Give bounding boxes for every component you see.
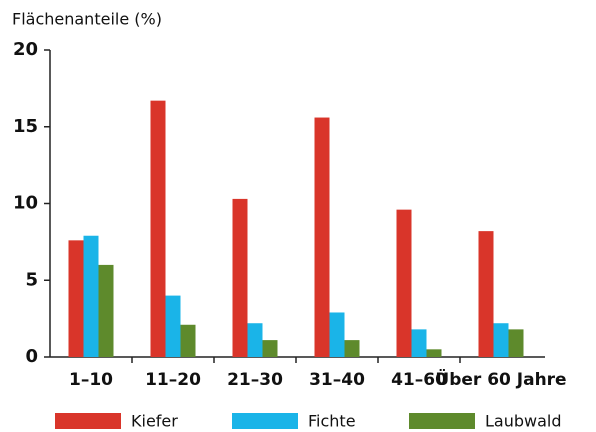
bar bbox=[396, 209, 412, 357]
y-tick-label: 15 bbox=[13, 116, 38, 137]
bar bbox=[83, 235, 99, 357]
bar bbox=[150, 100, 166, 357]
bar bbox=[180, 324, 196, 357]
bar bbox=[508, 329, 524, 357]
y-tick-label: 0 bbox=[25, 346, 38, 367]
bar bbox=[478, 231, 494, 357]
legend-swatch bbox=[55, 413, 121, 429]
y-tick-label: 20 bbox=[13, 39, 38, 60]
bar bbox=[411, 329, 427, 357]
bar bbox=[247, 323, 263, 357]
bar bbox=[329, 312, 345, 357]
x-tick-label: 41–60 bbox=[391, 370, 447, 390]
x-tick-label: 11–20 bbox=[145, 370, 201, 390]
bar bbox=[232, 198, 248, 357]
legend-label: Fichte bbox=[308, 412, 356, 431]
x-tick-label: 31–40 bbox=[309, 370, 365, 390]
y-tick-label: 5 bbox=[25, 269, 38, 290]
legend-label: Laubwald bbox=[485, 412, 562, 431]
bar bbox=[344, 340, 360, 357]
legend-swatch bbox=[232, 413, 298, 429]
bar bbox=[493, 323, 509, 357]
bar bbox=[98, 264, 114, 357]
bar bbox=[314, 117, 330, 357]
x-tick-label: 1–10 bbox=[69, 370, 113, 390]
x-tick-label: 21–30 bbox=[227, 370, 283, 390]
x-tick-label: Über 60 Jahre bbox=[435, 368, 566, 390]
bar bbox=[165, 295, 181, 357]
bar bbox=[68, 240, 84, 357]
bar bbox=[426, 349, 442, 357]
chart-title: Flächenanteile (%) bbox=[12, 10, 162, 29]
y-tick-label: 10 bbox=[13, 193, 38, 214]
legend-swatch bbox=[409, 413, 475, 429]
legend-label: Kiefer bbox=[131, 412, 178, 431]
bar bbox=[262, 340, 278, 357]
